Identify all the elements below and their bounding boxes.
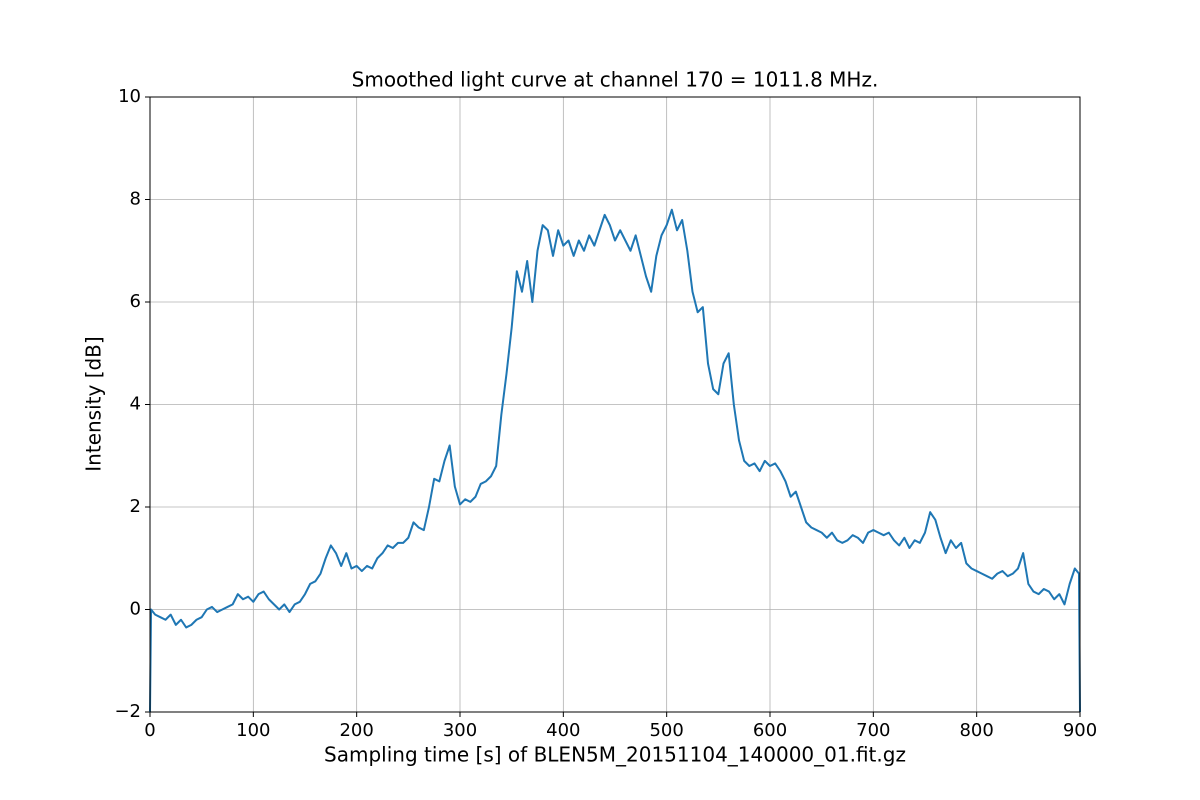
y-tick-label: 2 [130, 496, 141, 517]
x-tick-label: 500 [649, 720, 683, 741]
y-tick-label: 8 [130, 189, 141, 210]
x-tick-label: 200 [339, 720, 373, 741]
y-tick-label: 4 [130, 394, 141, 415]
x-axis-label: Sampling time [s] of BLEN5M_20151104_140… [324, 743, 906, 767]
data-line [149, 208, 1081, 713]
chart-title: Smoothed light curve at channel 170 = 10… [352, 68, 879, 92]
y-tick-label: 0 [130, 599, 141, 620]
x-tick-label: 800 [959, 720, 993, 741]
x-tick-label: 400 [546, 720, 580, 741]
x-tick-label: 900 [1063, 720, 1097, 741]
y-tick-label: 10 [118, 86, 141, 107]
x-tick-label: 600 [753, 720, 787, 741]
x-tick-label: 700 [856, 720, 890, 741]
x-tick-label: 300 [443, 720, 477, 741]
x-tick-label: 0 [144, 720, 155, 741]
y-axis-label: Intensity [dB] [82, 336, 106, 471]
x-tick-label: 100 [236, 720, 270, 741]
y-tick-label: −2 [114, 701, 141, 722]
plot-frame [149, 96, 1081, 713]
y-tick-label: 6 [130, 291, 141, 312]
